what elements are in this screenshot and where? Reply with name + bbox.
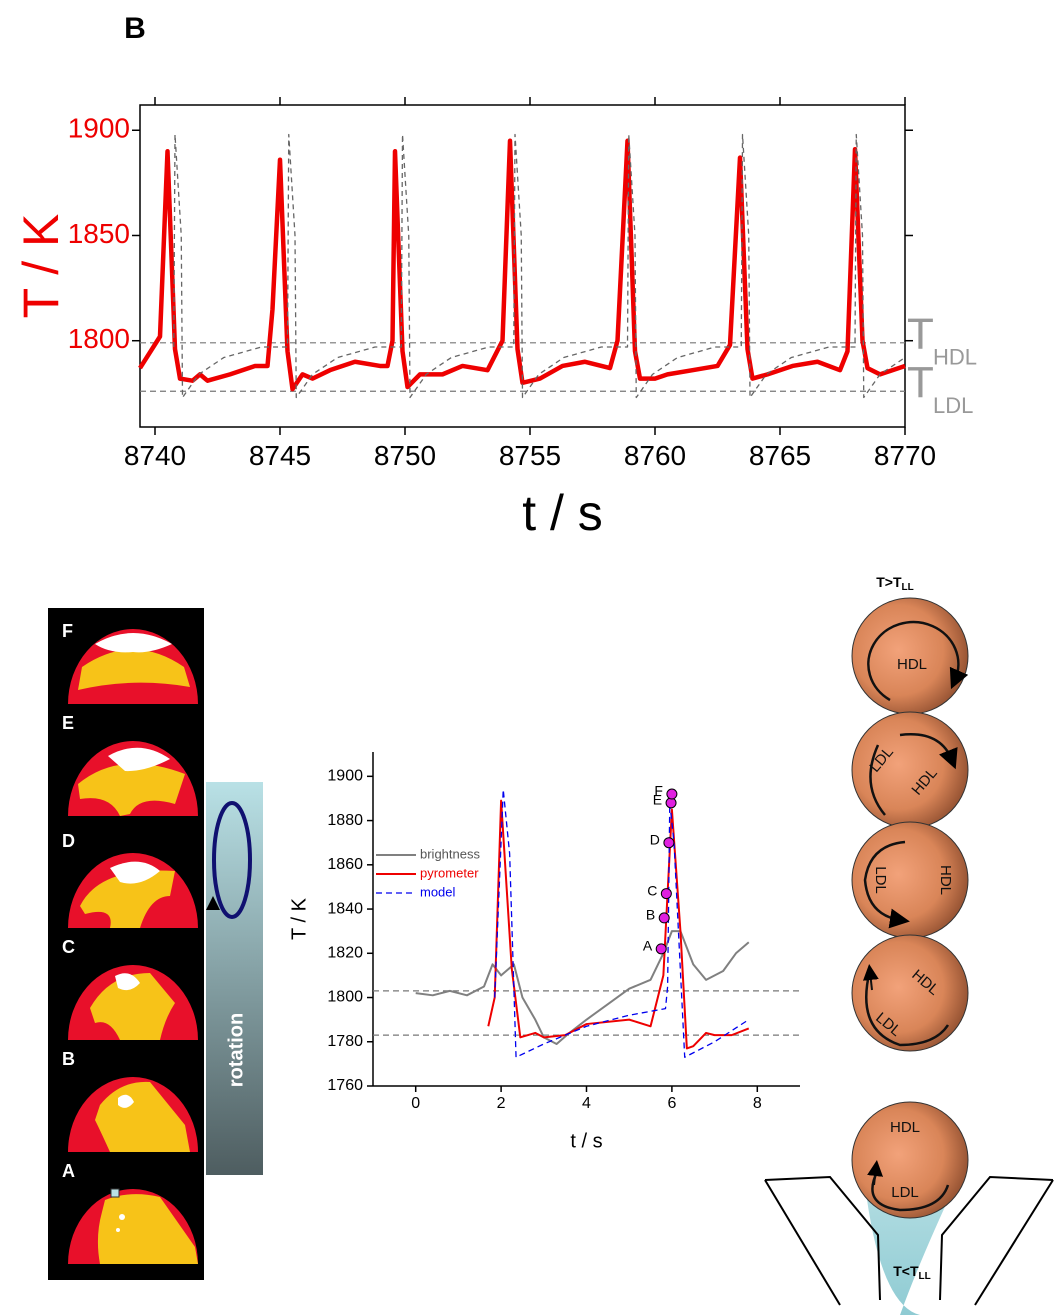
flow-arrow <box>867 620 969 702</box>
sphere-bottom-label: T<TLL <box>893 1263 931 1282</box>
x-tick-label: 8755 <box>499 440 561 471</box>
y-tick-label: 1780 <box>327 1033 363 1050</box>
frame: E <box>62 713 198 816</box>
y-tick-label: 1880 <box>327 812 363 829</box>
marker-point <box>663 837 675 849</box>
x-tick-label: 4 <box>582 1095 591 1112</box>
marker-label: C <box>647 882 657 898</box>
rotation-arrow <box>206 896 220 910</box>
flow-arrow <box>865 969 950 1047</box>
flow-arrow <box>899 733 958 770</box>
reference-subscript: LDL <box>933 393 973 418</box>
image-strip <box>48 608 204 1280</box>
plot-frame <box>139 104 906 428</box>
marker-label: F <box>654 783 663 799</box>
y-tick-label: 1900 <box>327 768 363 785</box>
frame-label: C <box>62 937 75 957</box>
flow-arrow <box>863 840 910 929</box>
frame: B <box>62 1049 198 1152</box>
marker-point <box>660 888 672 900</box>
sphere <box>851 934 969 1052</box>
series-line <box>138 138 906 392</box>
rotation-loop <box>212 801 252 919</box>
frame-label: B <box>62 1049 75 1069</box>
x-tick-label: 8745 <box>249 440 311 471</box>
y-tick-label: 1850 <box>68 218 130 249</box>
series-line <box>173 133 906 399</box>
rotation-label: rotation <box>225 1013 247 1087</box>
sphere-top-label: T>TLL <box>876 574 914 593</box>
frame-label: D <box>62 831 75 851</box>
y-tick-label: 1840 <box>327 900 363 917</box>
frame: F <box>62 621 198 704</box>
marker-label: B <box>646 907 655 923</box>
x-tick-label: 8 <box>753 1095 762 1112</box>
marker-label: A <box>643 938 653 954</box>
marker-point <box>655 943 667 955</box>
levitation-beam <box>865 1185 955 1315</box>
phase-label: HDL <box>937 865 954 895</box>
x-tick-label: 8765 <box>749 440 811 471</box>
y-axis-label: T / K <box>288 897 310 940</box>
marker-point <box>658 912 670 924</box>
x-axis-label: t / s <box>570 1130 602 1152</box>
x-tick-label: 8760 <box>624 440 686 471</box>
levitator <box>764 1175 1054 1306</box>
marker-label: E <box>653 792 662 808</box>
sphere <box>851 1101 969 1219</box>
series-line <box>494 788 750 1058</box>
phase-label: LDL <box>891 1184 919 1201</box>
flow-arrow <box>871 1169 950 1212</box>
frame: C <box>62 937 198 1040</box>
x-tick-label: 8750 <box>374 440 436 471</box>
x-tick-label: 0 <box>411 1095 420 1112</box>
series-line <box>487 799 750 1050</box>
x-tick-label: 8740 <box>124 440 186 471</box>
marker-label: D <box>650 831 660 847</box>
x-tick-label: 8770 <box>874 440 936 471</box>
frame-label: A <box>62 1161 75 1181</box>
reference-label: T <box>907 358 934 407</box>
y-tick-label: 1760 <box>327 1077 363 1094</box>
phase-label: HDL <box>890 1119 920 1136</box>
frame-label: E <box>62 713 74 733</box>
frame: A <box>62 1161 198 1264</box>
y-tick-label: 1800 <box>68 323 130 354</box>
phase-label: HDL <box>897 656 927 673</box>
frame: D <box>62 831 198 928</box>
flow-arrow <box>869 744 886 816</box>
y-tick-label: 1900 <box>68 113 130 144</box>
y-axis-label: T / K <box>13 214 69 319</box>
legend-label: pyrometer <box>420 865 479 880</box>
y-tick-label: 1860 <box>327 856 363 873</box>
panel-label: B <box>124 12 146 45</box>
x-tick-label: 2 <box>497 1095 506 1112</box>
x-axis-label: t / s <box>522 485 603 541</box>
reference-label: T <box>907 309 934 358</box>
flow-arrow <box>867 1160 884 1186</box>
phase-label: LDL <box>872 866 889 894</box>
sphere <box>851 711 969 829</box>
frame-label: F <box>62 621 73 641</box>
reference-subscript: HDL <box>933 345 977 370</box>
x-tick-label: 6 <box>667 1095 676 1112</box>
legend-label: brightness <box>420 846 480 861</box>
marker-point <box>666 788 678 800</box>
y-tick-label: 1800 <box>327 989 363 1006</box>
flow-arrow <box>862 964 879 991</box>
legend-label: model <box>420 884 456 899</box>
y-tick-label: 1820 <box>327 945 363 962</box>
